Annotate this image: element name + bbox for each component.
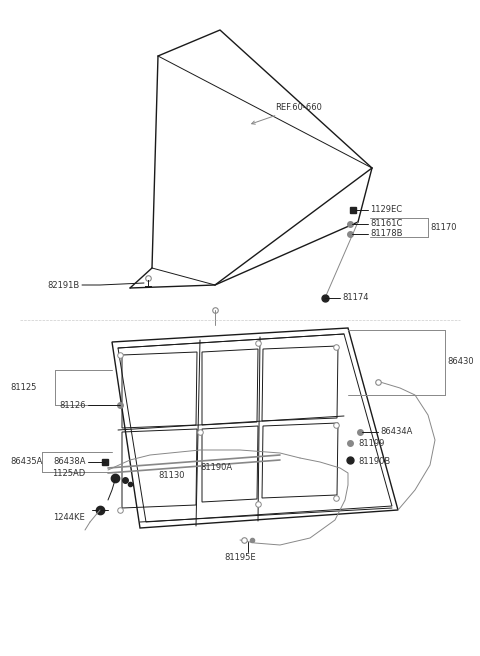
Text: 86438A: 86438A (53, 457, 86, 466)
Text: 81130: 81130 (158, 470, 184, 480)
Text: 1125AD: 1125AD (52, 470, 85, 478)
Text: 82191B: 82191B (48, 281, 80, 289)
Text: 81195E: 81195E (224, 554, 256, 562)
Text: 81178B: 81178B (370, 230, 403, 239)
Text: 1129EC: 1129EC (370, 205, 402, 215)
Text: REF.60-660: REF.60-660 (252, 103, 322, 124)
Text: 81199: 81199 (358, 438, 384, 447)
Text: 86435A: 86435A (10, 457, 42, 466)
Text: 81190A: 81190A (200, 462, 232, 472)
Text: 81126: 81126 (60, 401, 86, 409)
Text: 1244KE: 1244KE (53, 514, 85, 522)
Text: 81174: 81174 (342, 293, 369, 302)
Text: 86430: 86430 (447, 358, 474, 367)
Text: 81125: 81125 (10, 384, 36, 392)
Text: 81161C: 81161C (370, 220, 402, 228)
Text: 86434A: 86434A (380, 428, 412, 436)
Text: 81190B: 81190B (358, 457, 390, 466)
Text: 81170: 81170 (430, 224, 456, 232)
